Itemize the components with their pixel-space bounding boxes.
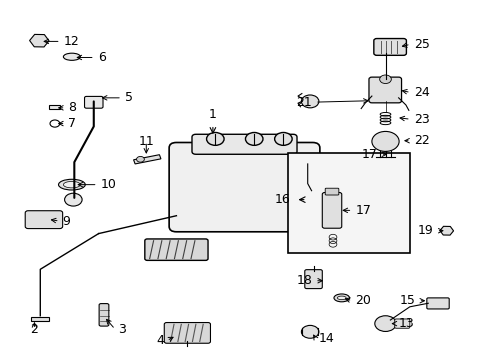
- Text: 5: 5: [124, 91, 133, 104]
- Text: 17: 17: [355, 204, 370, 217]
- Circle shape: [379, 75, 390, 84]
- FancyBboxPatch shape: [322, 193, 341, 228]
- FancyBboxPatch shape: [325, 188, 338, 195]
- Text: 15: 15: [399, 294, 415, 307]
- Circle shape: [64, 193, 82, 206]
- Bar: [287, 153, 409, 253]
- FancyBboxPatch shape: [304, 270, 322, 289]
- Text: 14: 14: [318, 333, 334, 346]
- Text: 20: 20: [355, 294, 370, 307]
- Text: 12: 12: [63, 35, 79, 48]
- Ellipse shape: [333, 294, 349, 302]
- Text: 22: 22: [413, 134, 428, 147]
- Text: 8: 8: [68, 102, 76, 114]
- FancyBboxPatch shape: [164, 323, 210, 343]
- FancyBboxPatch shape: [368, 77, 401, 103]
- Text: 6: 6: [98, 51, 105, 64]
- Bar: [30, 317, 49, 321]
- FancyBboxPatch shape: [99, 303, 109, 326]
- Text: 13: 13: [398, 317, 414, 330]
- Circle shape: [136, 157, 144, 162]
- Text: 25: 25: [413, 38, 428, 51]
- Text: 19: 19: [417, 224, 433, 237]
- Text: 24: 24: [413, 86, 428, 99]
- Text: 18: 18: [296, 274, 311, 287]
- Circle shape: [245, 132, 263, 145]
- FancyBboxPatch shape: [144, 239, 207, 260]
- Circle shape: [371, 131, 398, 152]
- Text: 2: 2: [30, 323, 39, 336]
- FancyBboxPatch shape: [192, 134, 296, 154]
- Text: 10: 10: [101, 178, 116, 191]
- Circle shape: [301, 95, 318, 108]
- FancyBboxPatch shape: [426, 298, 448, 309]
- FancyBboxPatch shape: [169, 143, 319, 232]
- Text: 7: 7: [68, 117, 76, 130]
- Bar: [49, 105, 60, 109]
- Text: 4: 4: [156, 334, 163, 347]
- Text: 16: 16: [274, 193, 290, 206]
- FancyBboxPatch shape: [394, 319, 409, 328]
- FancyBboxPatch shape: [25, 211, 62, 229]
- FancyBboxPatch shape: [373, 39, 406, 55]
- Text: 11: 11: [138, 135, 154, 148]
- Text: 3: 3: [118, 323, 126, 336]
- Circle shape: [374, 316, 395, 332]
- Ellipse shape: [337, 296, 346, 300]
- Ellipse shape: [63, 181, 80, 188]
- Ellipse shape: [59, 179, 85, 190]
- Text: 17: 17: [361, 148, 377, 161]
- FancyBboxPatch shape: [84, 96, 103, 108]
- Circle shape: [274, 132, 291, 145]
- Text: 9: 9: [62, 215, 70, 228]
- Bar: [133, 155, 161, 164]
- Circle shape: [206, 132, 224, 145]
- Ellipse shape: [63, 53, 80, 60]
- Text: 1: 1: [208, 108, 216, 121]
- Text: 21: 21: [296, 96, 311, 109]
- Circle shape: [301, 325, 318, 338]
- Text: 23: 23: [413, 113, 428, 126]
